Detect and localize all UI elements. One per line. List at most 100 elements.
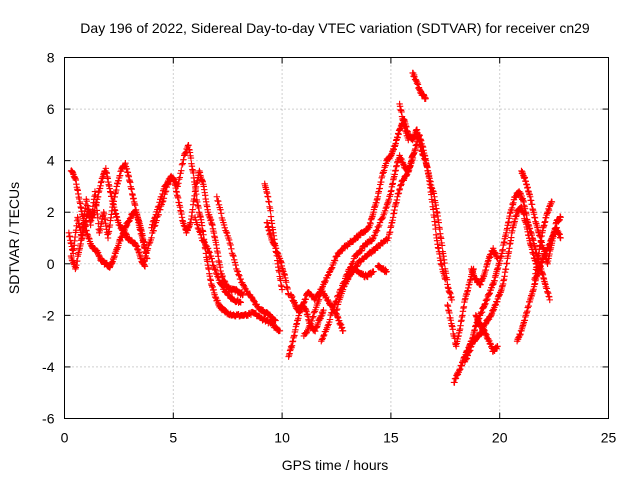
data-point-interp — [344, 275, 352, 283]
data-point — [339, 327, 347, 335]
data-point — [239, 291, 247, 298]
data-point-interp — [223, 228, 230, 236]
series-s18 — [409, 69, 429, 103]
data-point-interp — [149, 218, 157, 225]
data-point-interp — [328, 265, 335, 272]
data-point-interp — [225, 236, 233, 244]
data-point-interp — [156, 199, 163, 206]
data-point — [211, 265, 218, 273]
data-point-interp — [368, 269, 376, 276]
data-point-interp — [172, 178, 179, 186]
data-point-interp — [202, 241, 209, 249]
data-point-interp — [232, 261, 239, 269]
x-tick-label: 25 — [601, 430, 617, 446]
series-s25 — [518, 167, 564, 267]
data-point — [546, 296, 553, 304]
data-point-interp — [227, 241, 234, 249]
series-s11 — [287, 286, 347, 335]
data-point-interp — [360, 229, 368, 236]
data-point-interp — [358, 247, 366, 254]
data-point-interp — [155, 202, 162, 210]
data-point-interp — [215, 197, 222, 205]
data-point-interp — [438, 242, 446, 249]
data-point-interp — [144, 245, 152, 252]
data-point-interp — [140, 258, 147, 265]
data-point-interp — [369, 235, 376, 243]
data-point-interp — [364, 273, 371, 281]
data-point-interp — [178, 161, 186, 168]
x-tick-label: 5 — [169, 430, 177, 446]
data-point-interp — [310, 309, 318, 316]
data-point-interp — [378, 215, 386, 222]
data-point — [422, 95, 429, 102]
data-point — [448, 296, 456, 304]
data-point — [383, 268, 390, 275]
data-point-interp — [309, 314, 316, 322]
series-s19 — [444, 265, 477, 350]
data-point — [370, 268, 377, 275]
data-point-interp — [432, 225, 439, 233]
data-point-interp — [220, 221, 228, 229]
data-point-interp — [158, 193, 165, 201]
data-point-interp — [310, 313, 317, 320]
data-point-interp — [194, 221, 201, 228]
data-point-interp — [212, 269, 220, 277]
series-s23 — [468, 245, 501, 288]
data-point-interp — [320, 278, 328, 285]
data-point-interp — [324, 272, 331, 279]
data-point-interp — [318, 336, 326, 343]
data-point-interp — [318, 284, 326, 292]
y-tick-label: 2 — [47, 204, 55, 220]
y-tick-labels: -6 -4 -2 0 2 4 6 8 — [42, 50, 55, 427]
series-s8 — [261, 180, 286, 293]
data-point-interp — [315, 297, 322, 305]
data-point-interp — [178, 167, 185, 174]
data-point-interp — [220, 284, 228, 291]
data-point-interp — [179, 160, 186, 167]
data-point-interp — [214, 273, 221, 280]
data-point-interp — [320, 331, 328, 339]
data-point — [237, 299, 244, 306]
data-point-interp — [194, 224, 202, 232]
data-point-interp — [170, 175, 177, 182]
data-point — [272, 317, 279, 324]
axis-ticks — [64, 57, 609, 419]
data-point-interp — [267, 207, 274, 214]
data-point — [494, 343, 501, 350]
data-point-interp — [219, 283, 226, 290]
data-point-interp — [206, 249, 213, 256]
data-point-interp — [240, 282, 247, 289]
data-point-interp — [371, 231, 379, 239]
y-axis-label: SDTVAR / TECUs — [6, 182, 22, 294]
y-tick-label: 8 — [47, 50, 55, 66]
y-tick-label: 6 — [47, 101, 55, 117]
data-point — [494, 255, 501, 262]
series-s17 — [396, 100, 412, 144]
data-point-interp — [307, 320, 315, 327]
data-point — [333, 307, 340, 314]
x-tick-label: 10 — [274, 430, 290, 446]
data-point — [324, 296, 331, 304]
data-point-interp — [230, 252, 237, 260]
x-tick-labels: 0 5 10 15 20 25 — [61, 430, 617, 446]
data-point-interp — [221, 224, 228, 232]
data-point — [442, 276, 449, 283]
data-point-interp — [152, 211, 160, 218]
data-point — [191, 214, 199, 221]
data-point-interp — [236, 272, 243, 279]
data-point-interp — [311, 308, 318, 315]
data-point-interp — [200, 238, 207, 245]
data-point-interp — [235, 271, 242, 278]
data-point-interp — [149, 221, 156, 228]
data-point — [339, 286, 347, 293]
data-point-interp — [326, 316, 334, 323]
data-point-interp — [193, 190, 200, 198]
data-point-interp — [502, 266, 510, 273]
data-point-interp — [248, 294, 255, 301]
data-point-interp — [151, 222, 159, 229]
data-point — [174, 183, 181, 190]
data-point-interp — [209, 262, 217, 269]
data-point — [557, 234, 564, 242]
series-s6 — [191, 214, 244, 306]
